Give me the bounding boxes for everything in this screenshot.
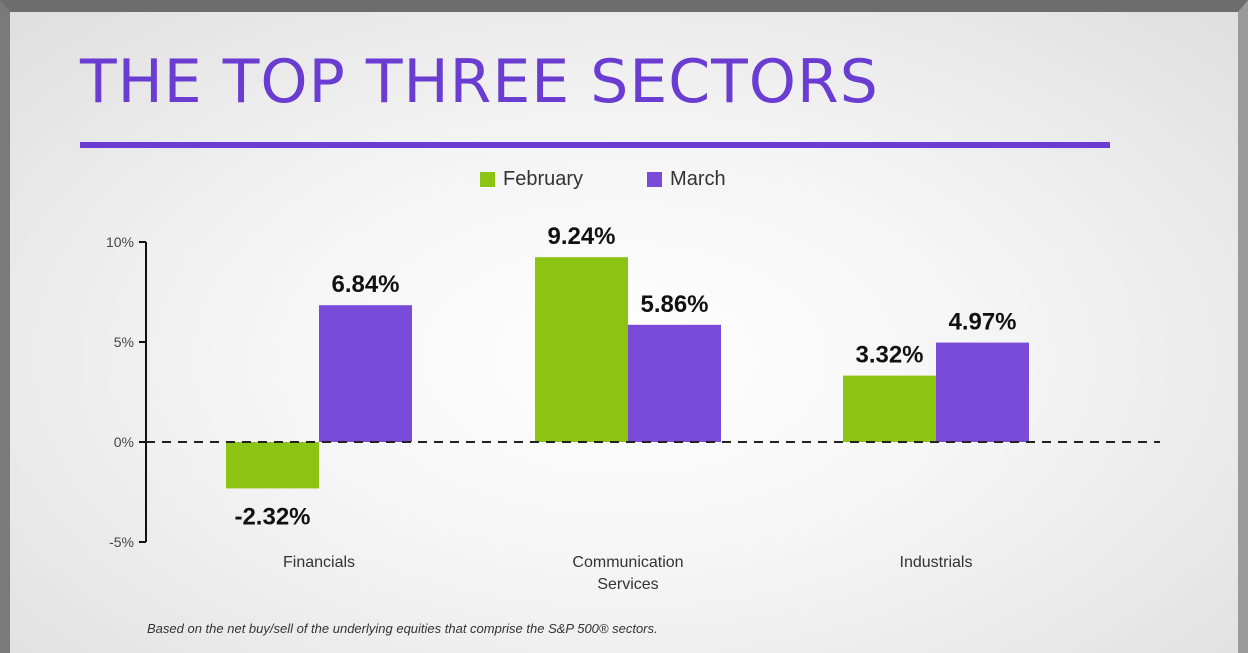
bar-february-0 bbox=[226, 442, 319, 489]
y-tick-label-0: 10% bbox=[106, 234, 134, 250]
data-label-february-1: 9.24% bbox=[547, 223, 615, 250]
legend-swatch-march bbox=[647, 172, 663, 187]
chart-title: THE TOP THREE SECTORS bbox=[80, 47, 879, 117]
bar-march-0 bbox=[319, 305, 412, 442]
category-label-2-0: Industrials bbox=[900, 554, 973, 571]
data-label-march-2: 4.97% bbox=[948, 309, 1016, 336]
legend-label-february: February bbox=[503, 168, 584, 190]
y-tick-label-3: -5% bbox=[109, 534, 134, 550]
y-tick-label-1: 5% bbox=[114, 334, 134, 350]
data-label-february-2: 3.32% bbox=[855, 342, 923, 369]
title-underline bbox=[80, 142, 1110, 148]
category-label-1-1: Services bbox=[597, 576, 658, 593]
bar-february-2 bbox=[843, 375, 936, 442]
bar-march-1 bbox=[628, 324, 721, 442]
legend: February March bbox=[480, 168, 790, 191]
legend-swatch-february bbox=[480, 172, 495, 187]
legend-label-march: March bbox=[670, 168, 726, 190]
bar-march-2 bbox=[936, 342, 1029, 442]
legend-item-march: March bbox=[647, 168, 726, 191]
category-label-0-0: Financials bbox=[283, 554, 355, 571]
legend-item-february: February bbox=[480, 168, 583, 191]
footnote: Based on the net buy/sell of the underly… bbox=[147, 621, 658, 636]
data-label-march-1: 5.86% bbox=[640, 291, 708, 318]
data-label-february-0: -2.32% bbox=[234, 503, 310, 530]
bar-february-1 bbox=[535, 257, 628, 442]
category-label-1-0: Communication bbox=[572, 554, 683, 571]
y-tick-label-2: 0% bbox=[114, 434, 134, 450]
data-label-march-0: 6.84% bbox=[331, 271, 399, 298]
